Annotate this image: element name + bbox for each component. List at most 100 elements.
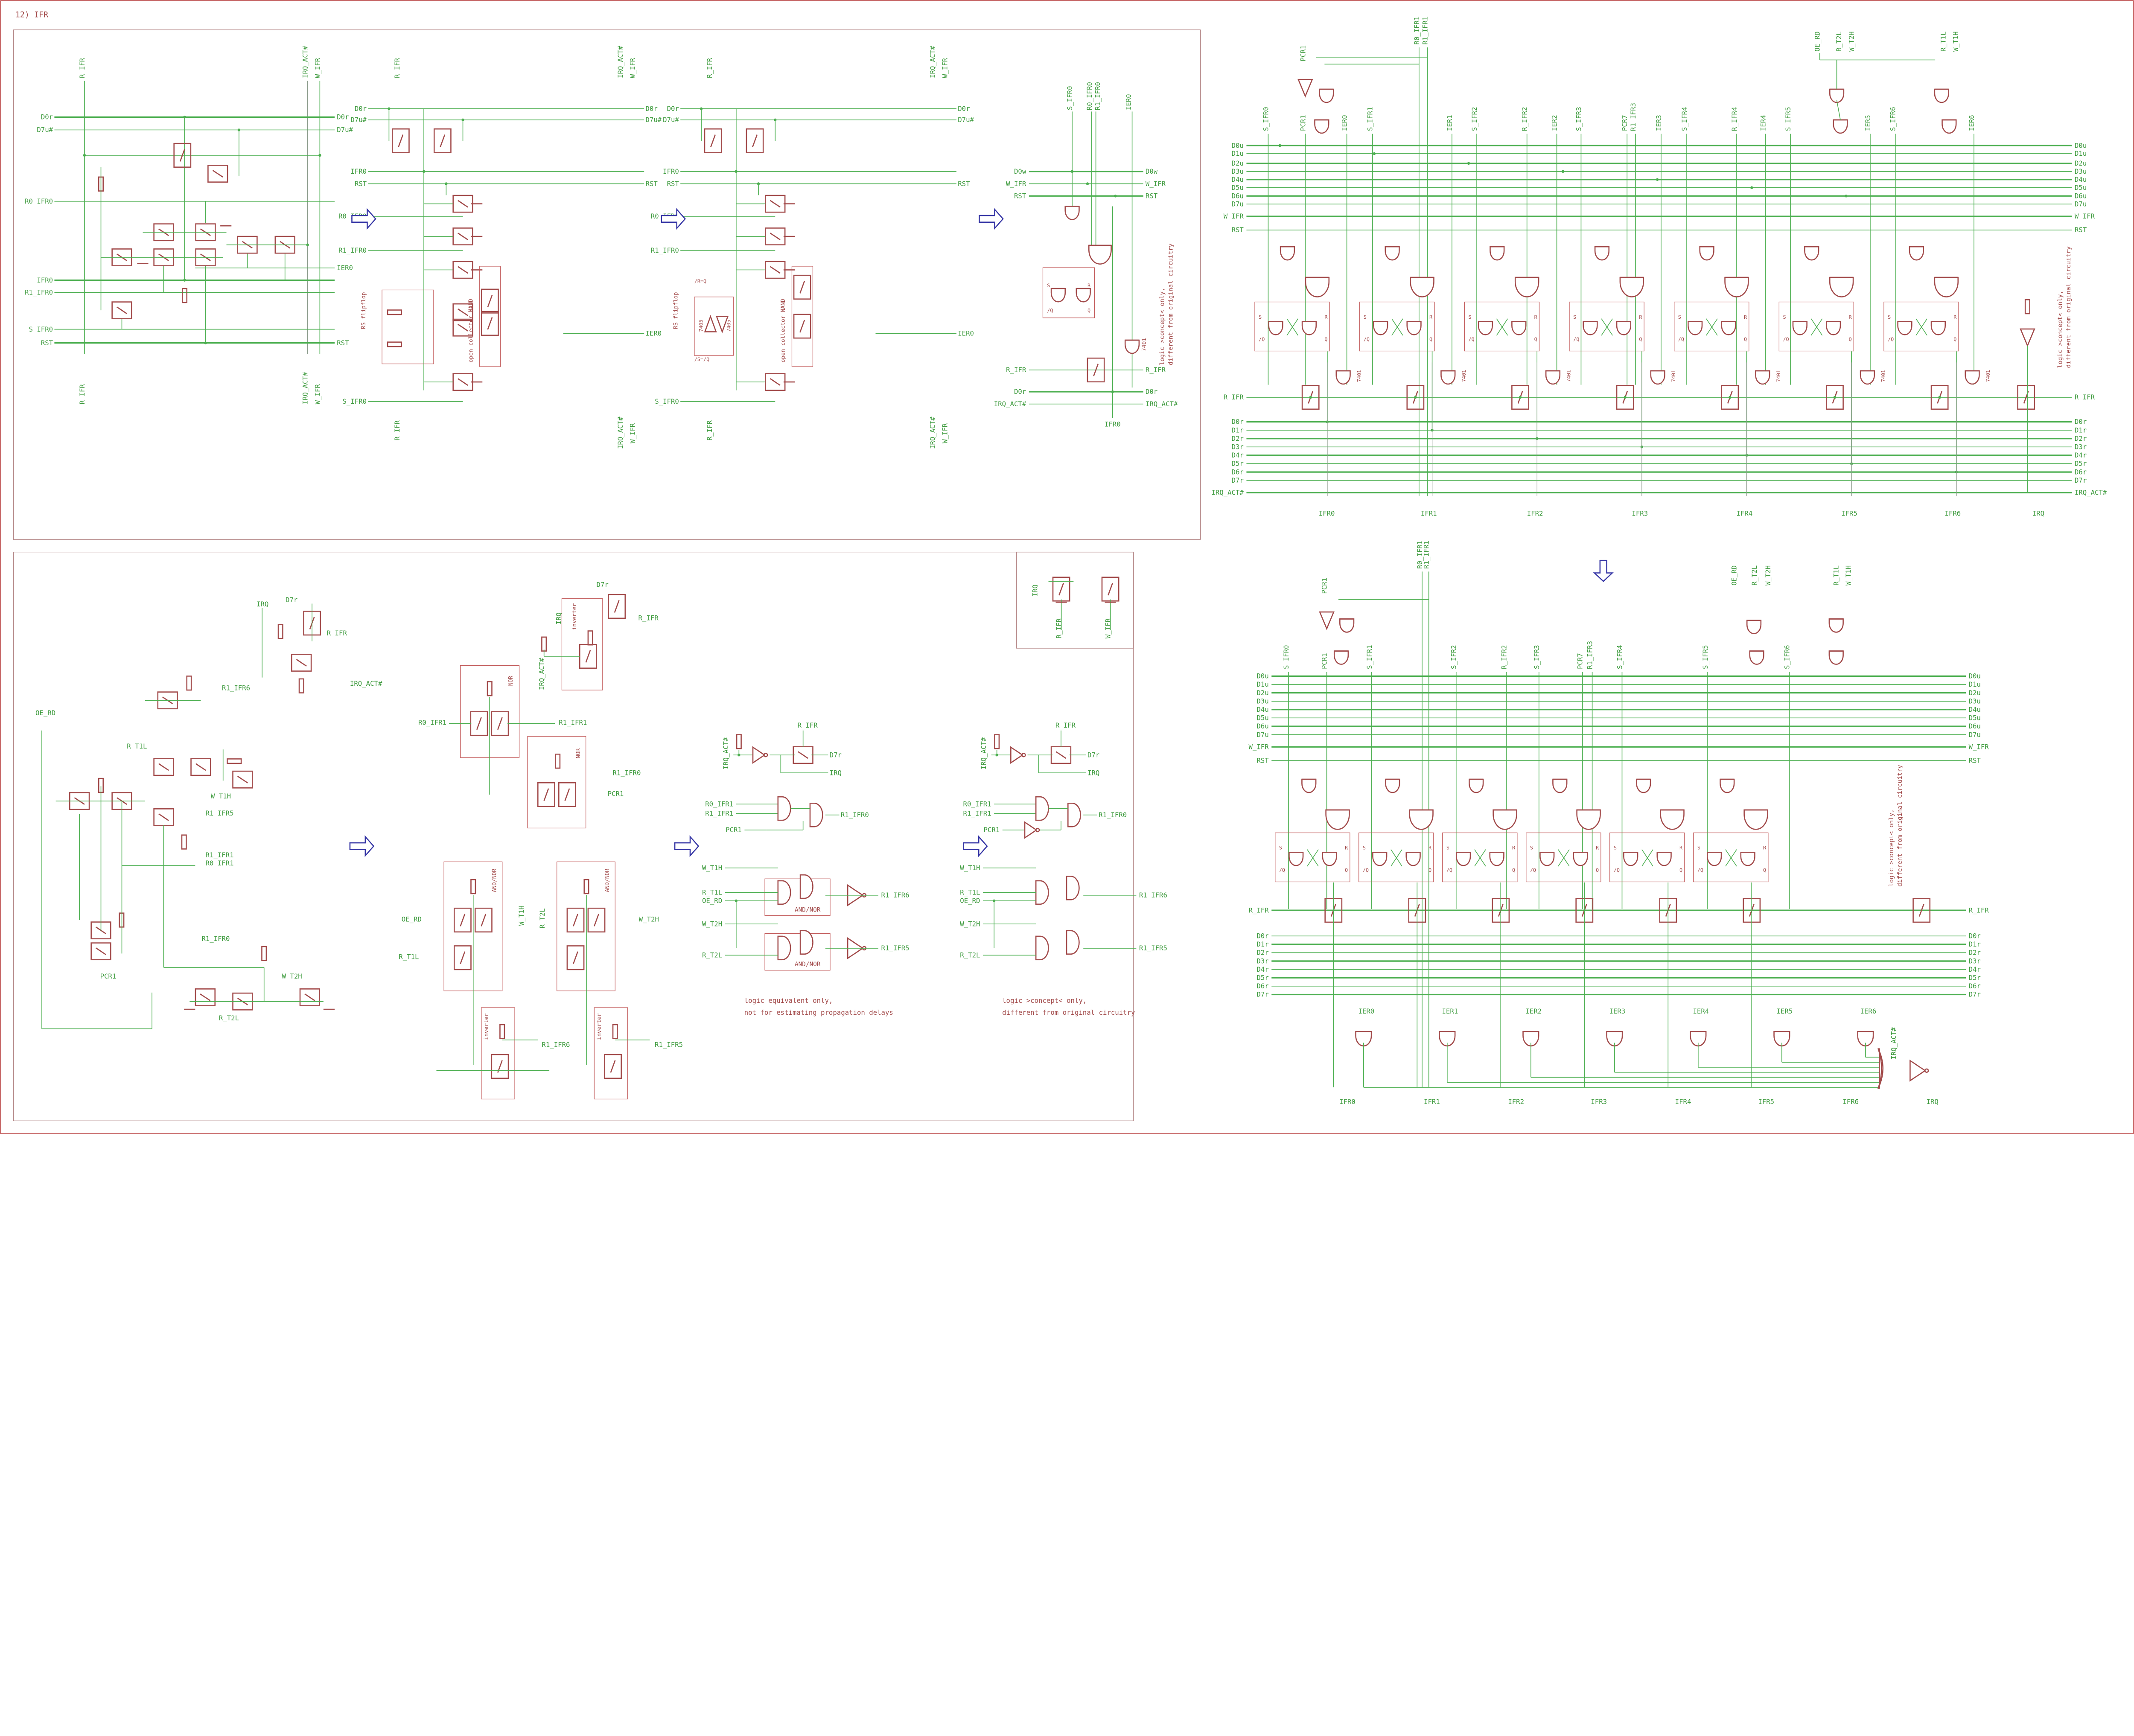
or-gate-icon	[1877, 1048, 1883, 1089]
net-label: R_IFR	[1969, 906, 1989, 914]
and-gate-icon	[1792, 320, 1807, 335]
and-gate-icon	[1489, 851, 1504, 866]
ff-qbar-label: /Q	[1678, 336, 1684, 342]
switch-contact	[770, 266, 781, 274]
net-label: S_IFR5	[1784, 107, 1792, 131]
net-label: S_IFR0	[655, 397, 679, 405]
net-label: R_IFR2	[1500, 645, 1508, 669]
net-label: RST	[2075, 226, 2087, 234]
and-gate-icon	[1826, 320, 1841, 335]
net-label: D3r	[1232, 443, 1244, 451]
net-label: R0_IFR1	[1416, 541, 1424, 569]
switch-icon	[566, 907, 585, 933]
net-label: W_T1H	[960, 864, 980, 872]
and-gate-icon	[1829, 277, 1854, 297]
junction-dot	[1467, 162, 1470, 165]
net-label: RST	[355, 180, 367, 188]
net-label: PCR1	[726, 826, 742, 834]
net-label: IFR2	[1527, 510, 1543, 518]
switch-icon	[1301, 384, 1320, 410]
junction-dot	[83, 154, 86, 157]
net-label: IRQ_ACT#	[929, 417, 937, 449]
switch-icon	[291, 654, 312, 672]
switch-contact	[564, 788, 570, 801]
and-gate-icon	[1385, 246, 1400, 261]
net-label: R1_IFR0	[841, 811, 869, 819]
net-label: R_T2L	[1750, 565, 1758, 585]
switch-icon	[153, 758, 174, 776]
ff-reset-label: R	[1679, 845, 1683, 851]
net-label: D3u	[1232, 167, 1244, 175]
switch-contact	[179, 149, 185, 162]
net-label: OE_RD	[35, 709, 55, 717]
and-gate-icon	[809, 802, 823, 827]
net-label: D2r	[2075, 434, 2087, 443]
net-label: D7r	[1256, 990, 1268, 999]
switch-icon	[474, 907, 493, 933]
ff-reset-label: R	[1429, 314, 1433, 320]
net-label: D5r	[1969, 973, 1981, 982]
switch-contact	[770, 200, 781, 208]
wire	[1836, 100, 1841, 120]
net-label: R_IFR	[706, 58, 714, 78]
net-label: IFR0	[350, 167, 367, 175]
and-gate-icon	[1066, 876, 1080, 900]
net-label: IRQ	[1087, 769, 1099, 777]
net-label: W_IFR	[1104, 618, 1112, 638]
wire	[1725, 849, 1737, 867]
and-gate-icon	[1035, 935, 1049, 961]
net-label: IER5	[1864, 115, 1872, 131]
and-gate-icon	[1066, 930, 1080, 955]
and-gate-icon	[1930, 320, 1946, 335]
inverter-bubble	[1035, 827, 1040, 833]
net-label: IFR5	[1758, 1098, 1774, 1106]
switch-icon	[1511, 384, 1529, 410]
junction-dot	[995, 753, 998, 757]
net-label: D3u	[2075, 167, 2087, 175]
ff-set-label: S	[1614, 845, 1617, 851]
and-gate-icon	[1619, 277, 1644, 297]
and-gate-icon	[1280, 246, 1295, 261]
net-label: R0_IFR1	[418, 719, 446, 727]
box-label: AND/NOR	[491, 869, 498, 892]
resistor-icon	[387, 309, 402, 315]
switch-icon	[1930, 384, 1949, 410]
net-label: D1u	[1232, 149, 1244, 157]
and-gate-icon	[1934, 88, 1949, 103]
net-label: W_T1H	[702, 864, 722, 872]
switch-contact	[770, 233, 781, 240]
note-text: different from original circuitry	[1897, 765, 1904, 887]
resistor-icon	[555, 753, 561, 769]
net-label: 7401	[1985, 370, 1991, 382]
net-label: R1_IFR6	[881, 891, 910, 899]
net-label: D0r	[1232, 418, 1244, 426]
ff-q-label: Q	[1744, 336, 1747, 342]
and-gate-icon	[1064, 206, 1080, 220]
function-box	[1883, 301, 1959, 352]
function-box	[594, 1007, 628, 1100]
net-label: D2r	[1969, 949, 1981, 957]
net-label: R0_IFR1	[705, 800, 733, 808]
net-label: R1_IFR5	[206, 809, 234, 817]
function-box	[764, 878, 831, 916]
switch-icon	[566, 945, 585, 970]
ff-set-label: S	[1446, 845, 1449, 851]
net-label: D0u	[2075, 141, 2087, 149]
junction-dot	[422, 170, 426, 173]
box-label: inverter	[571, 603, 578, 630]
switch-contact	[1093, 364, 1099, 376]
net-label: IFR6	[1842, 1098, 1859, 1106]
and-gate-icon	[1333, 650, 1349, 665]
net-label: S_IFR3	[1574, 107, 1583, 131]
function-box	[1042, 267, 1095, 318]
resistor-icon	[227, 758, 242, 764]
net-label: D3r	[1969, 957, 1981, 965]
and-gate-icon	[1660, 809, 1685, 830]
net-label: D0r	[1969, 932, 1981, 940]
net-label: IRQ_ACT#	[2075, 489, 2107, 497]
net-label: IER6	[1860, 1007, 1876, 1015]
and-gate-icon	[1124, 339, 1140, 354]
net-label: D0r	[41, 113, 53, 121]
net-label: D6r	[1232, 468, 1244, 476]
net-label: R_IFR	[1224, 393, 1244, 401]
